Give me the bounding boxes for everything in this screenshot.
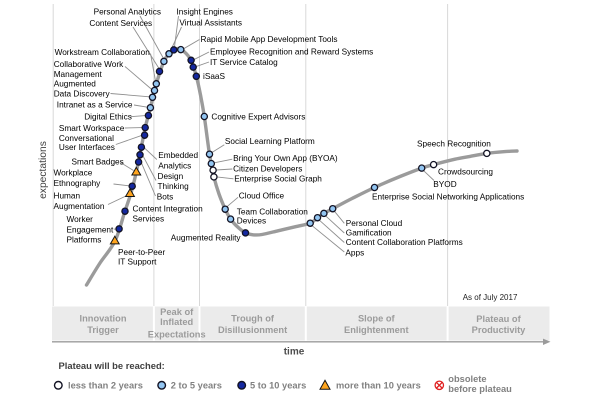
svg-text:Devices: Devices: [237, 217, 266, 226]
svg-text:Virtual Assistants: Virtual Assistants: [179, 18, 242, 27]
svg-text:Engagement: Engagement: [67, 225, 114, 234]
svg-text:Embedded: Embedded: [158, 151, 198, 160]
svg-text:Plateau of: Plateau of: [476, 314, 521, 324]
svg-text:Slope of: Slope of: [358, 313, 396, 323]
svg-text:Gamification: Gamification: [346, 229, 392, 238]
svg-text:Worker: Worker: [67, 215, 94, 224]
svg-text:Smart Workspace: Smart Workspace: [59, 124, 125, 133]
svg-text:Personal Cloud: Personal Cloud: [346, 219, 403, 228]
svg-text:Data Discovery: Data Discovery: [54, 89, 111, 98]
svg-text:Management: Management: [54, 70, 103, 79]
svg-text:Human: Human: [54, 192, 81, 201]
svg-text:Rapid Mobile App Development T: Rapid Mobile App Development Tools: [201, 35, 338, 44]
svg-text:5 to 10 years: 5 to 10 years: [250, 380, 306, 390]
svg-text:Citizen Developers: Citizen Developers: [233, 165, 302, 174]
svg-text:Workstream Collaboration: Workstream Collaboration: [55, 48, 151, 57]
svg-text:Speech Recognition: Speech Recognition: [417, 139, 491, 148]
svg-text:Cognitive Expert Advisors: Cognitive Expert Advisors: [211, 112, 305, 121]
svg-text:Enterprise Social Networking A: Enterprise Social Networking Application…: [372, 193, 524, 202]
svg-text:Conversational: Conversational: [59, 134, 114, 143]
svg-text:Smart Badges: Smart Badges: [72, 157, 124, 166]
svg-text:Workplace: Workplace: [54, 169, 93, 178]
svg-text:Augmented: Augmented: [54, 80, 97, 89]
svg-text:before plateau: before plateau: [448, 384, 512, 394]
svg-text:Innovation: Innovation: [80, 313, 127, 323]
svg-text:Design: Design: [158, 172, 184, 181]
svg-text:time: time: [284, 347, 305, 358]
svg-text:Trigger: Trigger: [87, 325, 119, 335]
svg-text:Team Collaboration: Team Collaboration: [237, 207, 308, 216]
svg-text:obsolete: obsolete: [448, 374, 486, 384]
svg-text:Expectations: Expectations: [148, 329, 206, 339]
svg-text:Platforms: Platforms: [67, 236, 102, 245]
svg-text:Collaborative Work: Collaborative Work: [54, 60, 124, 69]
svg-text:more than 10 years: more than 10 years: [336, 380, 421, 390]
svg-text:2 to 5 years: 2 to 5 years: [171, 380, 222, 390]
svg-text:Employee Recognition and Rewar: Employee Recognition and Reward Systems: [210, 48, 373, 57]
svg-text:Social Learning Platform: Social Learning Platform: [225, 137, 315, 146]
svg-text:Inflated: Inflated: [160, 317, 193, 327]
svg-text:Apps: Apps: [345, 248, 364, 257]
svg-text:Cloud Office: Cloud Office: [239, 192, 285, 201]
svg-text:Crowdsourcing: Crowdsourcing: [438, 167, 493, 176]
svg-text:expectations: expectations: [38, 141, 49, 199]
svg-text:Content Collaboration Platform: Content Collaboration Platforms: [346, 238, 463, 247]
svg-text:Enterprise Social Graph: Enterprise Social Graph: [234, 175, 322, 184]
svg-text:Trough of: Trough of: [231, 313, 275, 323]
svg-text:Services: Services: [133, 214, 165, 223]
svg-text:IT Support: IT Support: [118, 257, 157, 266]
svg-text:iSaaS: iSaaS: [203, 72, 226, 81]
svg-text:BYOD: BYOD: [433, 180, 456, 189]
svg-text:Augmentation: Augmentation: [54, 202, 105, 211]
svg-text:Bring Your Own App (BYOA): Bring Your Own App (BYOA): [233, 154, 338, 163]
svg-text:Intranet as a Service: Intranet as a Service: [57, 100, 133, 109]
svg-text:Content Integration: Content Integration: [133, 204, 204, 213]
svg-text:Digital Ethics: Digital Ethics: [84, 113, 132, 122]
svg-text:Peak of: Peak of: [160, 307, 194, 317]
svg-text:less than 2 years: less than 2 years: [68, 380, 143, 390]
svg-text:Plateau will be reached:: Plateau will be reached:: [59, 360, 165, 371]
svg-text:Thinking: Thinking: [158, 182, 190, 191]
svg-text:Insight Engines: Insight Engines: [177, 7, 233, 16]
svg-text:Augmented Reality: Augmented Reality: [171, 233, 242, 242]
svg-text:Content Services: Content Services: [89, 19, 152, 28]
svg-text:Enlightenment: Enlightenment: [344, 325, 409, 335]
svg-text:As of July 2017: As of July 2017: [463, 293, 518, 302]
svg-text:Disillusionment: Disillusionment: [218, 325, 287, 335]
svg-text:Personal Analytics: Personal Analytics: [94, 7, 161, 16]
svg-text:Analytics: Analytics: [158, 161, 191, 170]
svg-text:User Interfaces: User Interfaces: [59, 143, 115, 152]
svg-text:Bots: Bots: [157, 193, 174, 202]
svg-text:Peer-to-Peer: Peer-to-Peer: [118, 248, 165, 257]
svg-text:Ethnography: Ethnography: [54, 179, 102, 188]
svg-text:IT Service Catalog: IT Service Catalog: [210, 58, 278, 67]
svg-text:Productivity: Productivity: [472, 325, 527, 335]
